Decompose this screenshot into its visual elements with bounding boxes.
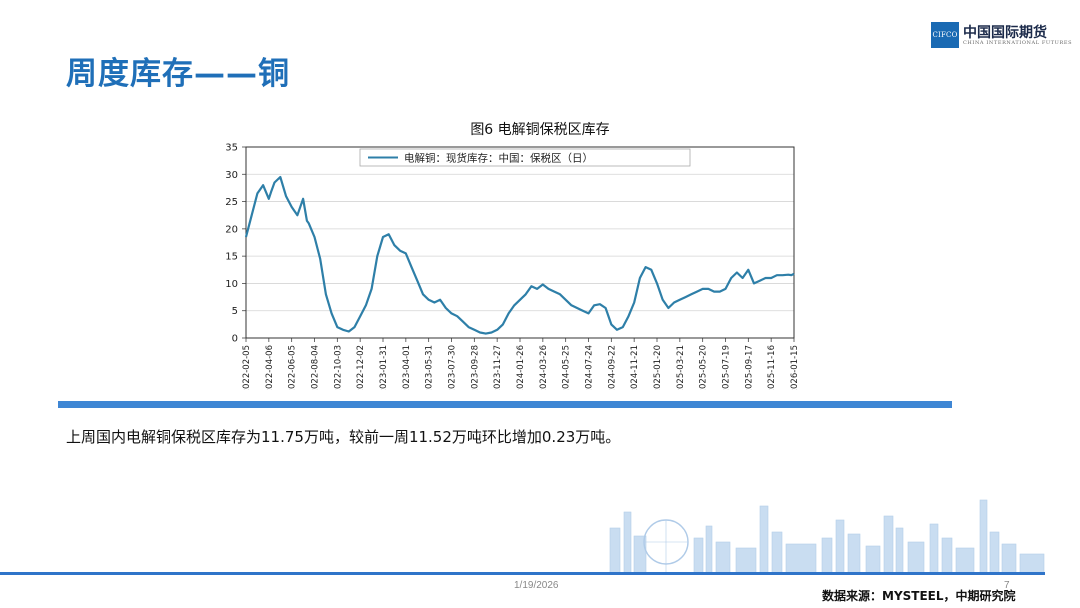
- y-tick-label: 15: [225, 252, 238, 263]
- x-tick-label: 2024-11-21: [630, 345, 640, 390]
- x-tick-label: 2022-02-05: [242, 345, 252, 390]
- x-tick-label: 2024-01-26: [516, 345, 526, 390]
- slide-date: 1/19/2026: [514, 580, 559, 591]
- section-divider: [58, 401, 952, 408]
- chart-caption: 图6 电解铜保税区库存: [470, 122, 610, 138]
- y-tick-label: 30: [225, 170, 238, 181]
- x-tick-label: 2026-01-15: [790, 345, 800, 390]
- logo-name-cn: 中国国际期货: [963, 25, 1047, 41]
- y-tick-label: 10: [225, 279, 238, 290]
- city-skyline-graphic: [609, 499, 1045, 574]
- x-tick-label: 2025-09-17: [744, 345, 754, 390]
- y-tick-label: 25: [225, 197, 238, 208]
- y-tick-label: 0: [232, 334, 238, 345]
- y-tick-label: 20: [225, 224, 238, 235]
- x-tick-label: 2025-01-20: [653, 345, 663, 390]
- x-tick-label: 2024-03-26: [539, 345, 549, 390]
- x-tick-label: 2024-07-24: [585, 345, 595, 390]
- x-tick-label: 2022-12-02: [356, 345, 366, 390]
- y-tick-label: 5: [232, 306, 238, 317]
- x-tick-label: 2022-10-03: [333, 345, 343, 390]
- x-tick-label: 2023-07-30: [448, 345, 458, 390]
- footer-rule: [0, 572, 1045, 575]
- x-tick-label: 2022-06-05: [288, 345, 298, 390]
- x-tick-label: 2023-04-01: [402, 345, 412, 390]
- x-tick-label: 2022-04-06: [265, 345, 275, 390]
- x-tick-label: 2023-09-28: [470, 345, 480, 390]
- x-tick-label: 2025-05-20: [699, 345, 709, 390]
- inventory-summary: 上周国内电解铜保税区库存为11.75万吨，较前一周11.52万吨环比增加0.23…: [66, 428, 621, 446]
- data-source: 数据来源：MYSTEEL，中期研究院: [822, 589, 1016, 603]
- x-tick-label: 2025-07-19: [722, 345, 732, 390]
- x-tick-label: 2023-05-31: [425, 345, 435, 390]
- x-tick-label: 2024-09-22: [607, 345, 617, 390]
- slide-title: 周度库存——铜: [66, 56, 290, 92]
- x-tick-label: 2024-05-25: [562, 345, 572, 390]
- cifco-logo: CIFCO 中国国际期货 CHINA INTERNATIONAL FUTURES: [931, 22, 1072, 52]
- x-tick-label: 2023-01-31: [379, 345, 389, 390]
- logo-name-en: CHINA INTERNATIONAL FUTURES: [963, 40, 1073, 46]
- x-tick-label: 2023-11-27: [493, 345, 503, 390]
- legend-box: [359, 148, 691, 167]
- page-number: 7: [1004, 580, 1010, 591]
- y-tick-label: 35: [225, 143, 238, 154]
- x-tick-label: 2025-03-21: [676, 345, 686, 390]
- series-line: [244, 175, 795, 335]
- copper-bonded-inventory-chart: 0 5 10 15 20 25 30 35 2022-02-05 2022-04-06 2022-0…: [225, 143, 800, 391]
- x-tick-label: 2025-11-16: [767, 345, 777, 390]
- plot-area: [246, 147, 794, 338]
- legend-entry: 电解铜：现货库存：中国：保税区（日）: [404, 152, 593, 165]
- plot-frame: [245, 146, 795, 339]
- x-tick-label: 2022-08-04: [311, 345, 321, 390]
- logo-mark: CIFCO: [931, 22, 959, 48]
